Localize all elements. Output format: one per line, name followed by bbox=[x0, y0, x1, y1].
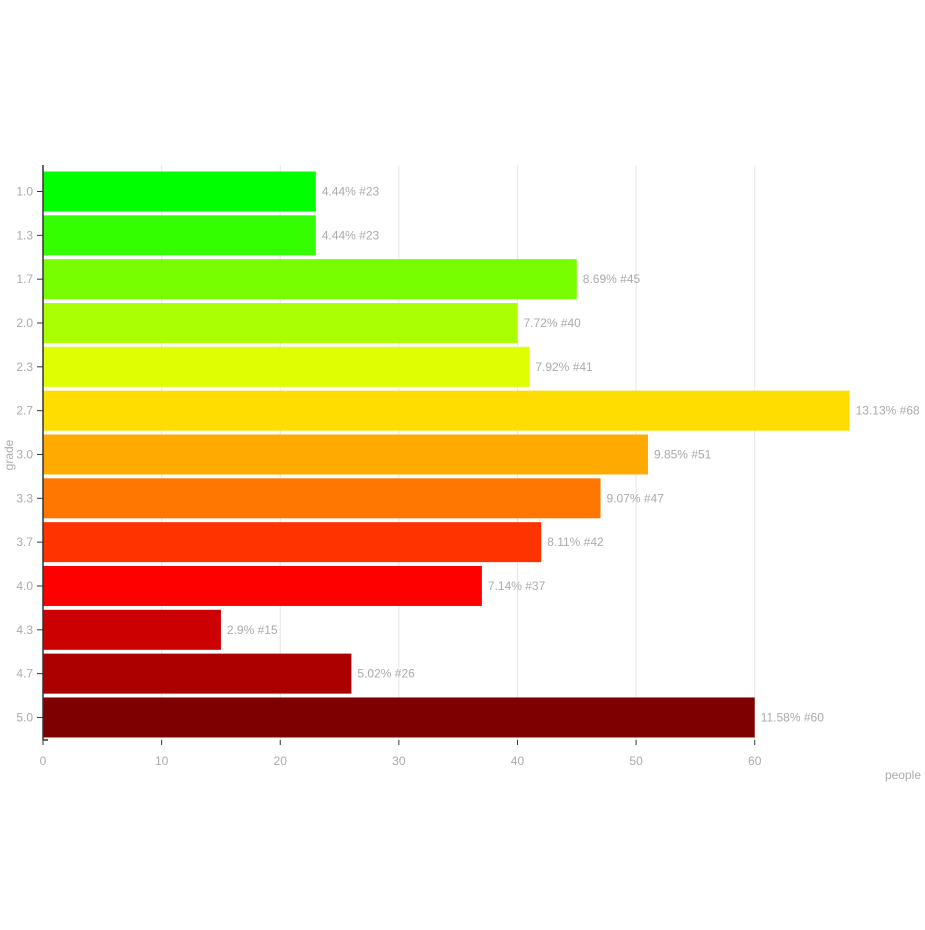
bar-data-label: 4.44% #23 bbox=[322, 185, 380, 199]
x-axis-title: people bbox=[885, 768, 921, 782]
bar bbox=[43, 346, 530, 387]
bar-data-label: 8.69% #45 bbox=[583, 272, 641, 286]
data-labels: 4.44% #23 4.44% #23 8.69% #45 7.72% #40 7.92… bbox=[227, 185, 920, 725]
y-tick-label: 2.7 bbox=[16, 404, 33, 418]
bar bbox=[43, 653, 352, 694]
y-tick-label: 4.3 bbox=[16, 623, 33, 637]
bar bbox=[43, 478, 601, 519]
x-tick-label: 20 bbox=[274, 754, 288, 768]
y-tick-label: 3.7 bbox=[16, 535, 33, 549]
bar bbox=[43, 697, 755, 738]
y-tick-label: 1.7 bbox=[16, 272, 33, 286]
bar bbox=[43, 390, 850, 431]
bar bbox=[43, 609, 221, 650]
y-axis-title: grade bbox=[2, 439, 16, 470]
y-tick-label: 2.3 bbox=[16, 360, 33, 374]
y-tick-label: 4.7 bbox=[16, 667, 33, 681]
bar-data-label: 7.92% #41 bbox=[535, 360, 593, 374]
bar-data-label: 9.85% #51 bbox=[654, 447, 712, 461]
bar bbox=[43, 434, 648, 475]
bar-data-label: 2.9% #15 bbox=[227, 623, 278, 637]
bar-data-label: 5.02% #26 bbox=[357, 667, 415, 681]
bars bbox=[43, 171, 850, 738]
axes bbox=[42, 165, 48, 741]
y-axis-ticks: 1.0 1.3 1.7 2.0 2.3 2.7 3.0 3.3 3.7 4.0 4.3 4.7 5.0 bbox=[16, 185, 43, 724]
bar-data-label: 9.07% #47 bbox=[607, 491, 665, 505]
bar-data-label: 11.58% #60 bbox=[761, 710, 824, 724]
x-tick-label: 30 bbox=[392, 754, 406, 768]
x-axis-ticks: 0 10 20 30 40 50 60 bbox=[40, 740, 762, 768]
y-tick-label: 1.0 bbox=[16, 185, 33, 199]
bar-data-label: 8.11% #42 bbox=[547, 535, 604, 549]
x-tick-label: 60 bbox=[748, 754, 762, 768]
bar bbox=[43, 171, 316, 212]
bar-data-label: 7.14% #37 bbox=[488, 579, 546, 593]
y-tick-label: 1.3 bbox=[16, 228, 33, 242]
bar-data-label: 13.13% #68 bbox=[856, 404, 920, 418]
y-tick-label: 2.0 bbox=[16, 316, 33, 330]
y-tick-label: 3.3 bbox=[16, 491, 33, 505]
bar bbox=[43, 522, 542, 563]
y-tick-label: 4.0 bbox=[16, 579, 33, 593]
y-tick-label: 3.0 bbox=[16, 447, 33, 461]
x-tick-label: 40 bbox=[511, 754, 525, 768]
bar-data-label: 4.44% #23 bbox=[322, 228, 380, 242]
y-tick-label: 5.0 bbox=[16, 710, 33, 724]
bar bbox=[43, 302, 518, 343]
bar bbox=[43, 565, 482, 606]
x-tick-label: 10 bbox=[155, 754, 169, 768]
x-tick-label: 50 bbox=[629, 754, 643, 768]
bar-data-label: 7.72% #40 bbox=[523, 316, 581, 330]
bar bbox=[43, 259, 577, 300]
x-tick-label: 0 bbox=[40, 754, 47, 768]
bar bbox=[43, 215, 316, 256]
